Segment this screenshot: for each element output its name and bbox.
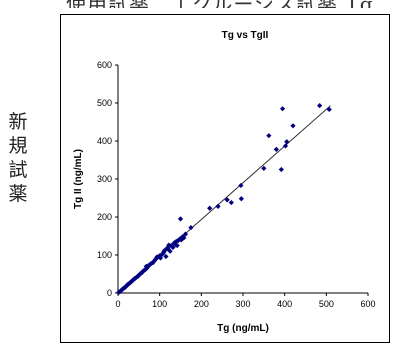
data-point: [165, 246, 171, 252]
y-tick-label: 200: [97, 212, 112, 222]
y-axis-title: Tg II (ng/mL): [73, 149, 84, 209]
data-point: [182, 231, 189, 237]
side-label-char: 薬: [8, 183, 28, 205]
y-tick-label: 100: [97, 250, 112, 260]
x-tick-label: 100: [152, 299, 167, 309]
side-label-char: 新: [8, 111, 28, 133]
data-point: [172, 241, 179, 247]
side-label-char: 試: [8, 159, 28, 181]
data-point: [188, 225, 194, 231]
data-point: [317, 103, 323, 109]
y-tick-label: 500: [97, 98, 112, 108]
x-tick-label: 600: [360, 299, 375, 309]
data-point: [238, 196, 244, 202]
data-point: [150, 260, 156, 266]
data-point: [238, 182, 244, 189]
x-tick-label: 500: [319, 299, 334, 309]
data-point: [279, 106, 286, 112]
scatter-chart: Tg vs TgII 0 100 200 300 400 500 600 0 100 200 300 4…: [73, 30, 376, 334]
data-point: [170, 244, 176, 250]
cropped-header-text: 使用試薬 エクルーシス試薬 Tg: [0, 0, 397, 8]
data-point: [278, 166, 284, 173]
x-tick-label: 0: [115, 299, 120, 309]
data-point: [174, 242, 180, 249]
data-point: [282, 143, 289, 149]
data-point: [207, 205, 213, 211]
data-point: [181, 235, 187, 241]
y-tick-label: 0: [107, 288, 112, 298]
data-point: [228, 199, 234, 206]
chart-title: Tg vs TgII: [222, 30, 269, 41]
data-point: [147, 262, 153, 268]
data-point: [177, 216, 184, 222]
data-point: [224, 197, 230, 203]
data-point: [284, 139, 290, 145]
x-axis-title: Tg (ng/mL): [217, 323, 269, 334]
y-tick-label: 600: [97, 60, 112, 70]
data-point: [215, 203, 221, 209]
side-label: 新 規 試 薬: [4, 110, 32, 206]
data-point: [266, 133, 272, 139]
data-point: [167, 248, 173, 254]
data-point: [142, 266, 149, 273]
x-tick-label: 400: [277, 299, 292, 309]
y-tick-label: 400: [97, 136, 112, 146]
x-tick-label: 300: [235, 299, 250, 309]
chart-frame: Tg vs TgII 0 100 200 300 400 500 600 0 100 200 300 4…: [60, 14, 390, 343]
x-tick-label: 200: [194, 299, 209, 309]
data-point: [326, 106, 332, 113]
data-point: [290, 123, 296, 129]
side-label-char: 規: [8, 135, 28, 157]
y-tick-label: 300: [97, 174, 112, 184]
